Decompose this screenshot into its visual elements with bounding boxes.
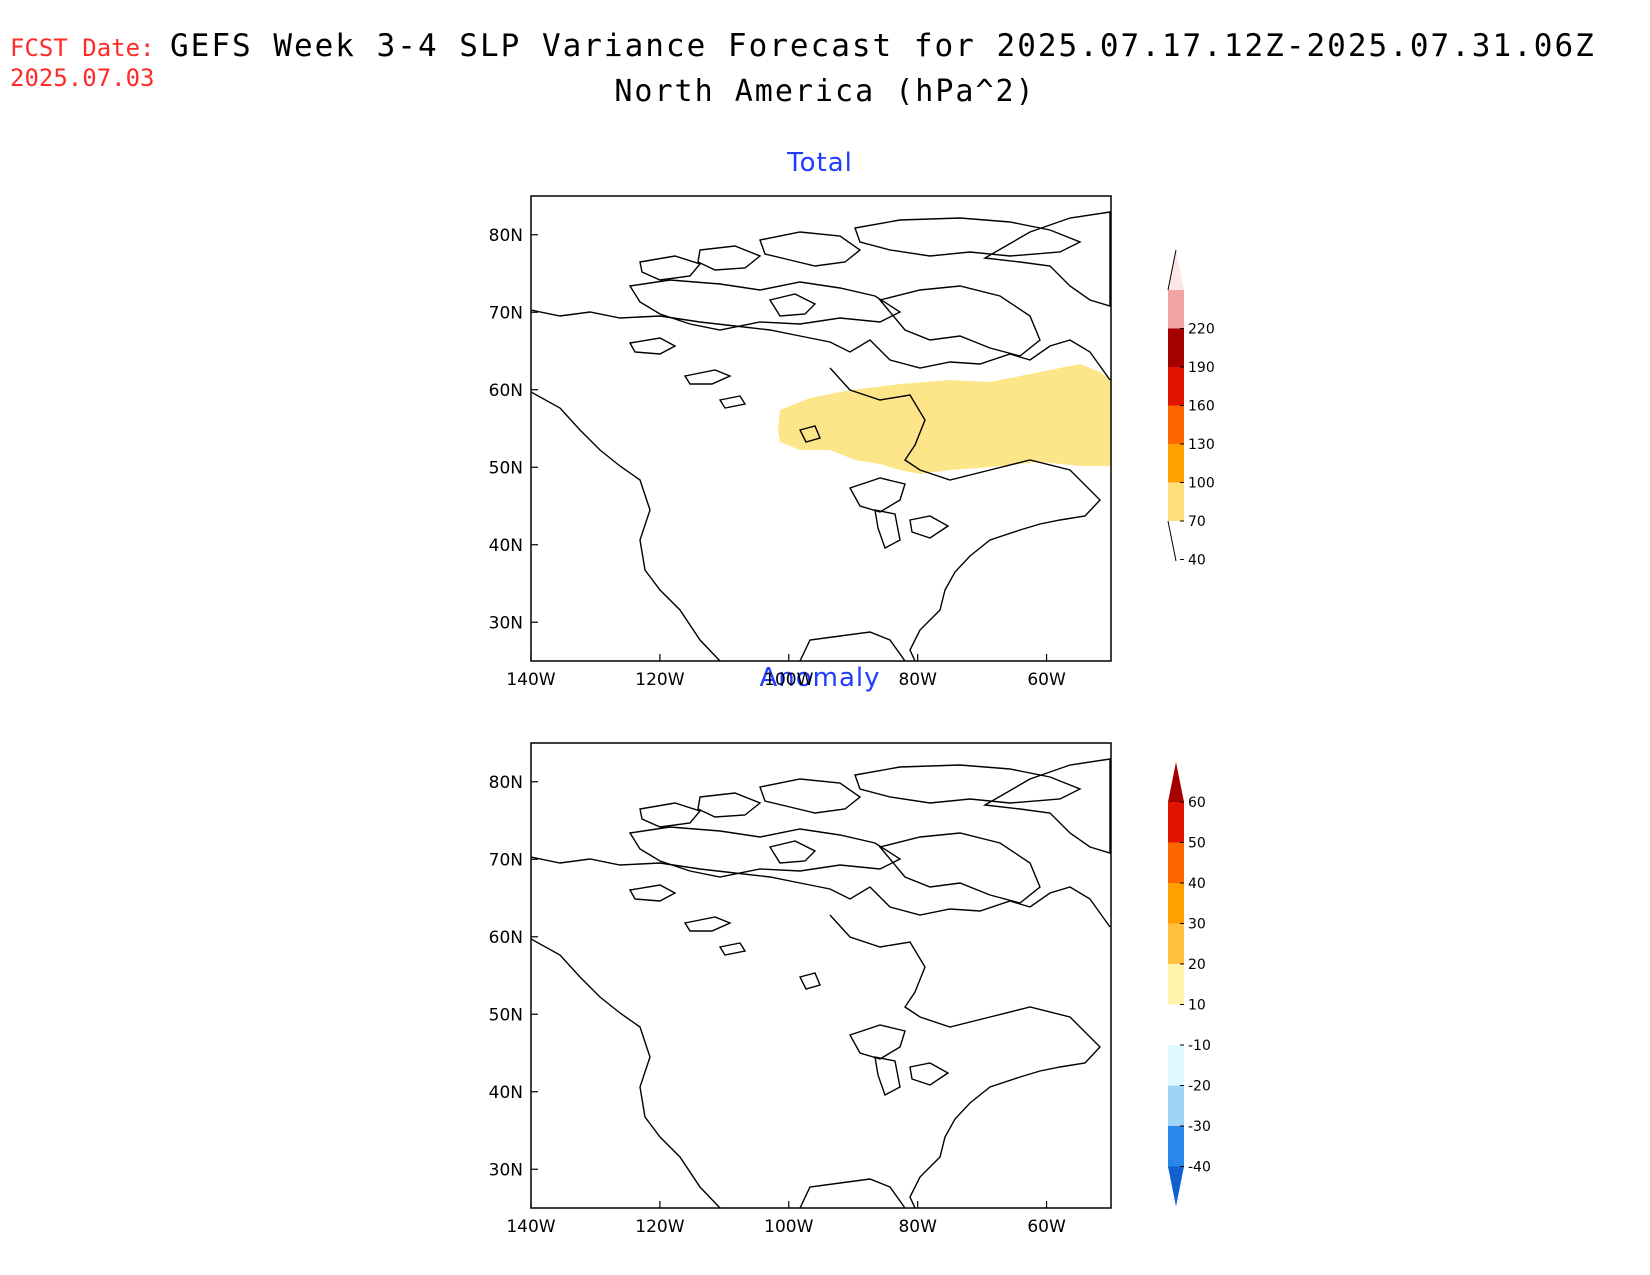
colorbar-label: 10 [1188,998,1206,1014]
lon-tick-label: 100W [764,670,813,690]
colorbar-top-tip [1168,762,1184,802]
colorbar-bottom-tip [1168,1166,1184,1207]
colorbar-segment [1168,328,1184,367]
lat-tick-label: 70N [489,850,523,870]
fcst-label: FCST Date: [10,34,155,62]
colorbar-label: 50 [1188,836,1206,852]
total-colorbar: 220 190 160 130 100 70 40 [1167,249,1215,569]
lat-tick-label: 80N [489,773,523,793]
colorbar-segment [1168,290,1184,329]
total-axes: 80N 70N 60N 50N 40N 30N 140W 120W 100W 80W 60W [489,226,1066,690]
total-shaded-region [778,364,1111,474]
lon-tick-label: 120W [635,670,684,690]
lon-tick-label: 120W [635,1217,684,1237]
colorbar-segment [1168,923,1184,964]
colorbar-label: 40 [1188,553,1206,569]
colorbar-segment [1168,1126,1184,1167]
colorbar-label: -20 [1188,1079,1211,1095]
fcst-date: 2025.07.03 [10,64,155,92]
colorbar-label: 130 [1188,437,1215,453]
colorbar-top-tip [1168,250,1184,290]
colorbar-label: 30 [1188,917,1206,933]
lat-tick-label: 30N [489,1160,523,1180]
colorbar-label: 190 [1188,360,1215,376]
lon-tick-label: 140W [506,670,555,690]
colorbar-segment [1168,842,1184,883]
lat-tick-label: 30N [489,613,523,633]
colorbar-label: 160 [1188,399,1215,415]
panel-title-anomaly: Anomaly [759,663,881,693]
anomaly-colorbar: 60 50 40 30 20 10 -10 -20 -30 -40 [1168,762,1211,1207]
panel-title-total: Total [787,148,853,178]
lon-tick-label: 100W [764,1217,813,1237]
colorbar-segment [1168,1085,1184,1126]
lon-tick-label: 80W [898,1217,937,1237]
colorbar-segment [1168,405,1184,444]
colorbar-label: 70 [1188,514,1206,530]
colorbar-label: -10 [1188,1038,1211,1054]
lat-tick-label: 80N [489,226,523,246]
colorbar-segment [1168,964,1184,1005]
colorbar-segment [1168,1045,1184,1086]
lon-tick-label: 80W [898,670,937,690]
colorbar-label: 20 [1188,957,1206,973]
colorbar-segment [1168,1004,1184,1045]
lat-tick-label: 40N [489,536,523,556]
colorbar-segment [1168,883,1184,924]
anomaly-axes: 80N 70N 60N 50N 40N 30N 140W 120W 100W 80W 60W [489,773,1066,1237]
colorbar-segment [1168,802,1184,843]
colorbar-label: 220 [1188,322,1215,338]
lat-tick-label: 40N [489,1083,523,1103]
sub-title: North America (hPa^2) [614,74,1036,109]
lat-tick-label: 60N [489,381,523,401]
lon-tick-label: 140W [506,1217,555,1237]
colorbar-label: 60 [1188,795,1206,811]
main-title: GEFS Week 3-4 SLP Variance Forecast for … [170,28,1596,64]
colorbar-label: 40 [1188,876,1206,892]
colorbar-label: 100 [1188,476,1215,492]
lon-tick-label: 60W [1027,1217,1066,1237]
lat-tick-label: 50N [489,458,523,478]
lat-tick-label: 70N [489,303,523,323]
colorbar-segment [1168,482,1184,521]
colorbar-segment [1168,367,1184,406]
colorbar-label: -40 [1188,1160,1211,1176]
colorbar-segment [1168,444,1184,483]
lat-tick-label: 50N [489,1005,523,1025]
colorbar-label: -30 [1188,1119,1211,1135]
lon-tick-label: 60W [1027,670,1066,690]
lat-tick-label: 60N [489,928,523,948]
